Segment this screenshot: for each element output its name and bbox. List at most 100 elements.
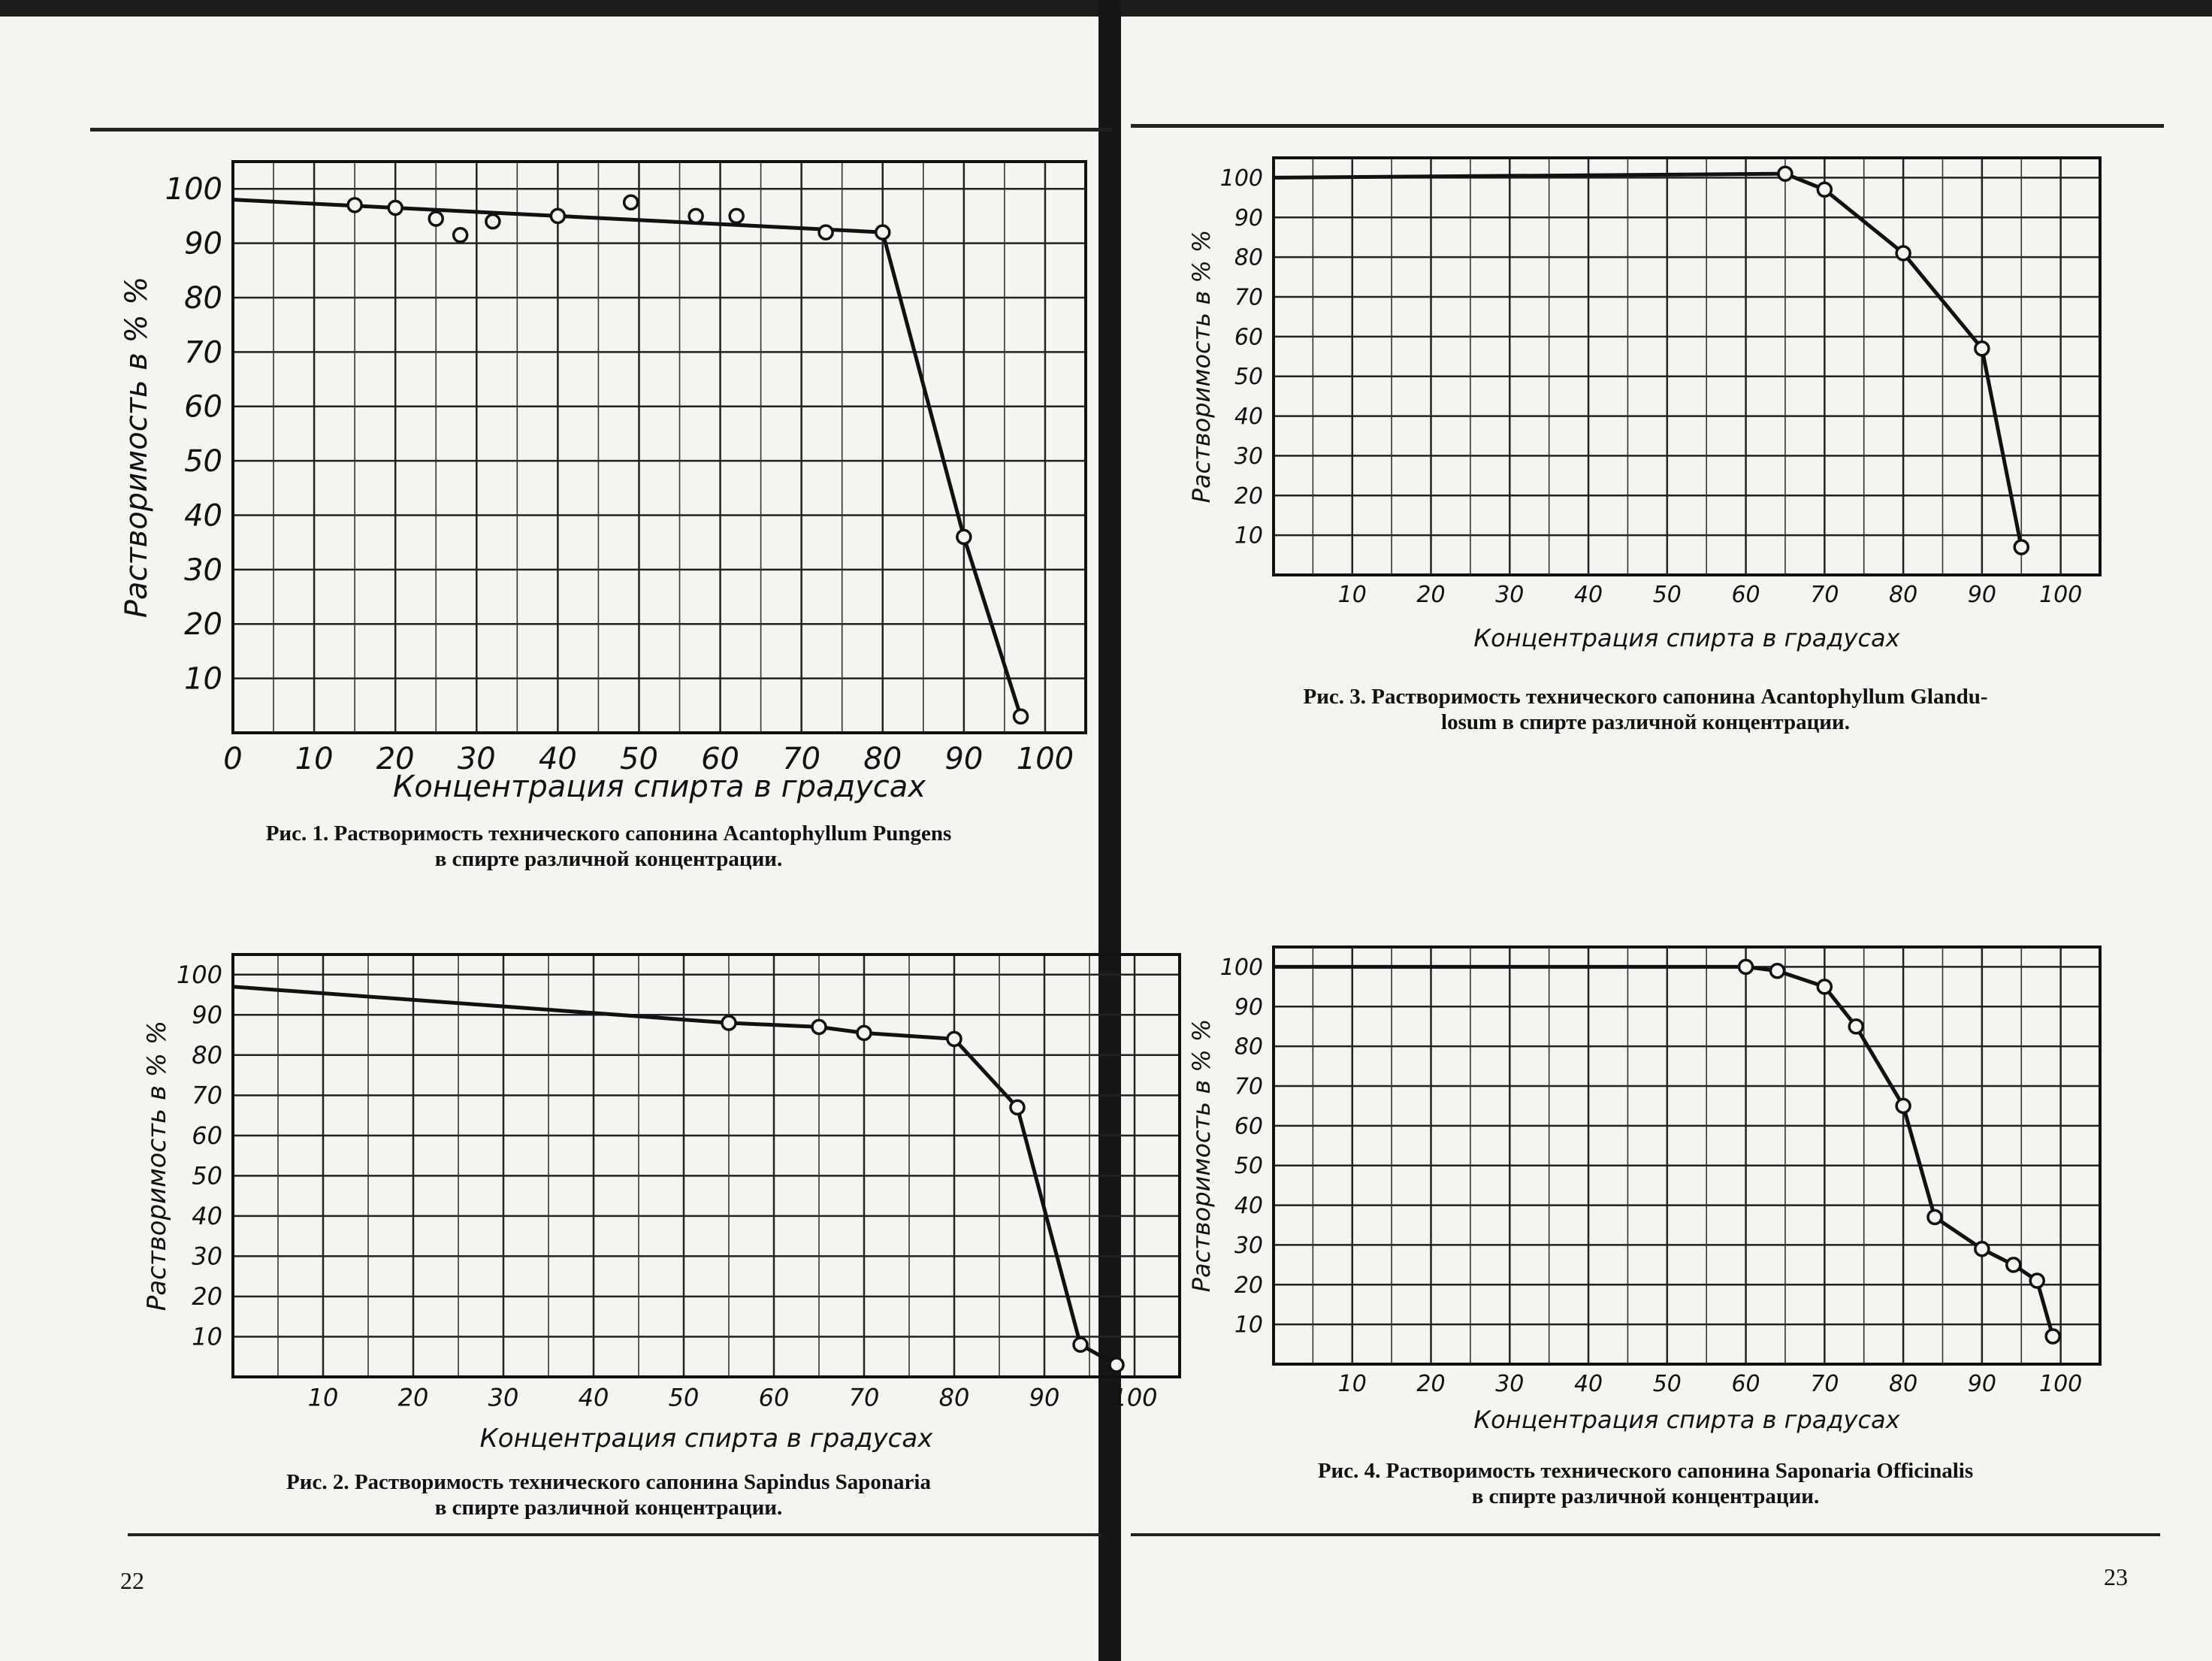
x-tick-labels: 10 20 30 40 50 60 70 80 90 100 [308, 1383, 1158, 1411]
figure-1-chart: 0 10 20 30 40 50 60 70 80 90 100 100 90 80 70 60 50 40 30 2… [113, 150, 1104, 812]
data-point [1895, 1097, 1911, 1115]
caption-line-2: в спирте различной концентрации. [434, 1496, 783, 1520]
y-tick-label: 40 [1234, 404, 1263, 430]
y-tick-labels: 100 90 80 70 60 50 40 30 20 10 [1220, 165, 1263, 549]
x-tick-label: 70 [1810, 582, 1839, 608]
y-tick-label: 60 [192, 1121, 222, 1150]
data-point [428, 210, 444, 227]
x-tick-label: 10 [1338, 582, 1367, 608]
y-tick-label: 90 [184, 227, 222, 262]
x-tick-label: 80 [1889, 582, 1917, 608]
caption-line-1: Рис. 4. Растворимость технического сапон… [1317, 1459, 1974, 1483]
y-tick-label: 70 [192, 1082, 222, 1110]
x-tick-labels: 10 20 30 40 50 60 70 80 90 100 [1338, 1371, 2083, 1397]
grid [233, 955, 1180, 1377]
x-tick-label: 20 [1416, 582, 1445, 608]
y-tick-label: 100 [165, 172, 222, 207]
right-bottom-rule [1131, 1533, 2160, 1536]
x-tick-label: 100 [1111, 1383, 1157, 1411]
y-tick-label: 30 [192, 1242, 222, 1271]
data-point [1737, 958, 1754, 976]
y-tick-label: 80 [184, 281, 222, 316]
plot-frame [1272, 945, 2102, 1366]
data-point [1974, 340, 1990, 357]
x-axis-label: Концентрация спирта в градусах [1473, 624, 1900, 652]
y-tick-label: 80 [1234, 1034, 1263, 1060]
x-tick-label: 40 [1574, 582, 1603, 608]
y-tick-label: 50 [1234, 1153, 1263, 1179]
left-page-number: 22 [120, 1567, 144, 1594]
x-tick-label: 80 [863, 742, 902, 776]
plot-frame [231, 160, 1087, 734]
y-tick-label: 50 [1234, 364, 1263, 390]
data-point [721, 1015, 737, 1031]
x-tick-label: 20 [398, 1383, 429, 1411]
y-tick-label: 90 [192, 1000, 222, 1029]
y-tick-labels: 100 90 80 70 60 50 40 30 20 10 [1220, 955, 1263, 1339]
x-tick-label: 50 [669, 1383, 700, 1411]
grid [1274, 158, 2100, 575]
data-point [811, 1018, 827, 1036]
y-tick-label: 90 [1234, 205, 1263, 231]
plot-frame [1272, 156, 2102, 576]
y-tick-label: 40 [1234, 1193, 1263, 1219]
book-spine [1098, 0, 1121, 1661]
grid [233, 162, 1086, 733]
x-tick-label: 80 [939, 1383, 970, 1411]
data-points [1737, 958, 2061, 1345]
grid [1274, 947, 2100, 1364]
x-tick-label: 70 [849, 1383, 880, 1411]
data-point [2005, 1257, 2022, 1273]
data-points [721, 1015, 1125, 1373]
x-axis-label: Концентрация спирта в градусах [480, 1423, 934, 1454]
y-tick-label: 60 [184, 390, 222, 425]
y-tick-label: 10 [1234, 1312, 1263, 1339]
y-tick-label: 70 [1234, 1074, 1263, 1100]
y-tick-label: 20 [1234, 1272, 1263, 1299]
figure-3-caption: Рис. 3. Растворимость технического сапон… [1172, 684, 2119, 735]
x-axis-label: Концентрация спирта в градусах [1473, 1405, 1900, 1434]
y-tick-label: 30 [1234, 1233, 1263, 1259]
y-axis-label: Растворимость в % % [1187, 1019, 1216, 1293]
data-point [1816, 181, 1833, 198]
data-point [856, 1024, 872, 1042]
x-tick-label: 90 [944, 742, 983, 776]
data-point [946, 1030, 962, 1048]
x-tick-label: 20 [1416, 1371, 1445, 1397]
x-tick-label: 90 [1968, 582, 1996, 608]
data-point [549, 207, 567, 225]
x-tick-label: 70 [1810, 1371, 1839, 1397]
x-tick-labels: 0 10 20 30 40 50 60 70 80 90 100 [223, 742, 1074, 776]
y-tick-label: 10 [1234, 523, 1263, 549]
x-tick-label: 10 [308, 1383, 339, 1411]
figure-2-chart: 10 20 30 40 50 60 70 80 90 100 100 90 80 70 60 50 40 30 20… [113, 943, 1181, 1458]
y-tick-labels: 100 90 80 70 60 50 40 30 20 10 [177, 961, 222, 1351]
data-point [2029, 1272, 2045, 1289]
x-tick-label: 30 [488, 1383, 519, 1411]
y-tick-label: 80 [192, 1041, 222, 1070]
data-point [346, 197, 363, 213]
y-tick-label: 30 [1234, 443, 1263, 470]
figure-1-caption: Рис. 1. Растворимость технического сапон… [113, 821, 1104, 872]
y-axis-label: Растворимость в % % [142, 1021, 172, 1311]
data-point [1926, 1209, 1943, 1226]
y-tick-label: 40 [184, 498, 222, 533]
y-tick-label: 30 [184, 553, 222, 588]
x-tick-label: 90 [1968, 1371, 1996, 1397]
x-axis-label: Концентрация спирта в градусах [393, 770, 926, 804]
x-tick-label: 40 [539, 742, 577, 776]
x-tick-label: 0 [223, 742, 242, 776]
y-tick-label: 20 [1234, 483, 1263, 510]
data-point [1072, 1336, 1089, 1353]
data-point [1816, 979, 1833, 995]
y-tick-label: 60 [1234, 324, 1263, 350]
caption-line-1: Рис. 3. Растворимость технического сапон… [1303, 685, 1988, 709]
data-point [1012, 708, 1029, 725]
left-top-rule [90, 128, 1112, 132]
right-top-rule [1131, 124, 2164, 128]
data-point [728, 207, 745, 225]
caption-line-1: Рис. 2. Растворимость технического сапон… [286, 1470, 931, 1494]
y-tick-label: 10 [184, 662, 222, 697]
caption-line-2: в спирте различной концентрации. [434, 847, 783, 871]
x-tick-label: 30 [458, 742, 496, 776]
